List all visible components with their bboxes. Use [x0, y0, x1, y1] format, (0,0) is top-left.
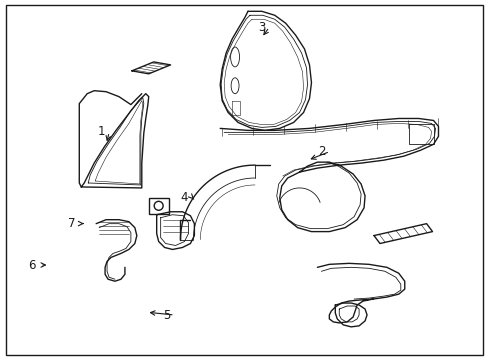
Text: 4: 4 — [180, 191, 187, 204]
Text: 6: 6 — [28, 258, 36, 271]
Bar — [148, 198, 168, 214]
Text: 3: 3 — [257, 21, 264, 33]
Text: 1: 1 — [98, 125, 105, 138]
Text: 2: 2 — [318, 145, 325, 158]
Text: 7: 7 — [68, 217, 76, 230]
Text: 5: 5 — [163, 309, 170, 321]
